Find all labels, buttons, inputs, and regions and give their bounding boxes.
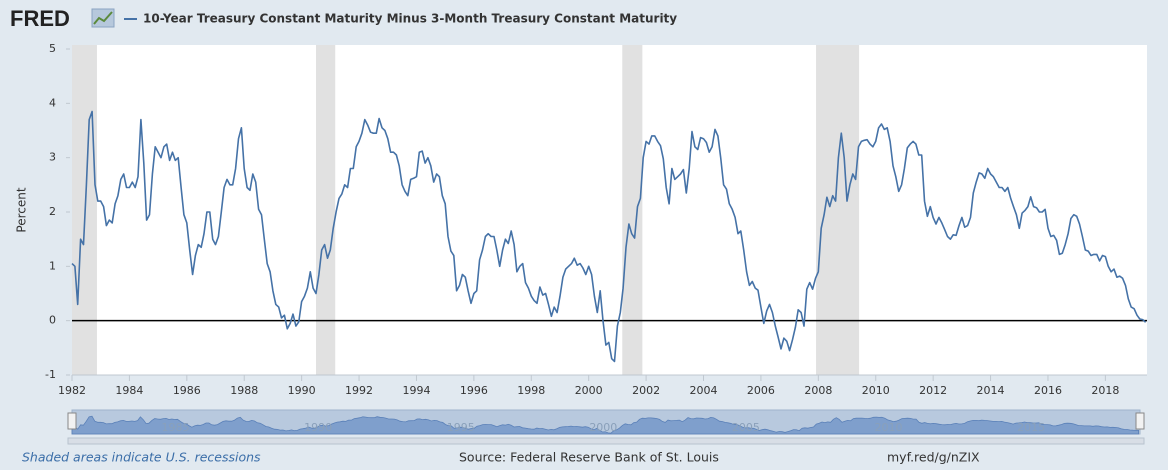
navigator-tick-label: 2000 — [589, 421, 617, 434]
scrollbar — [67, 437, 1145, 445]
logo-icon — [91, 8, 115, 28]
logo: FRED — [10, 6, 70, 31]
x-tick-label: 1996 — [460, 384, 488, 397]
recession-band — [816, 45, 860, 375]
navigator-tick-label: 2005 — [732, 421, 760, 434]
x-tick-label: 2002 — [632, 384, 660, 397]
y-tick-label: -1 — [45, 368, 56, 381]
x-tick-label: 2006 — [747, 384, 775, 397]
navigator-tick-label: 1990 — [304, 421, 332, 434]
x-tick-label: 1992 — [345, 384, 373, 397]
y-axis-label: Percent — [15, 187, 29, 232]
footnote[interactable]: Shaded areas indicate U.S. recessions — [22, 450, 261, 465]
x-tick-label: 1990 — [288, 384, 316, 397]
navigator-tick-label: 1995 — [447, 421, 475, 434]
source: Source: Federal Reserve Bank of St. Loui… — [459, 450, 719, 465]
y-tick-label: 5 — [49, 42, 56, 55]
navigator-tick-label: 2010 — [875, 421, 903, 434]
x-tick-label: 1994 — [402, 384, 430, 397]
legend-label: 10-Year Treasury Constant Maturity Minus… — [143, 12, 677, 26]
y-tick-label: 2 — [49, 205, 56, 218]
x-tick-label: 1986 — [173, 384, 201, 397]
navigator-tick-label: 2015 — [1017, 421, 1045, 434]
logo-icon-line — [93, 11, 113, 25]
x-tick-label: 1998 — [517, 384, 545, 397]
navigator-tick-label: 1985 — [162, 421, 190, 434]
x-tick-label: 1982 — [58, 384, 86, 397]
x-tick-label: 2000 — [575, 384, 603, 397]
x-tick-label: 2014 — [977, 384, 1005, 397]
x-tick-label: 1988 — [230, 384, 258, 397]
navigator-area — [71, 415, 1139, 435]
x-tick-label: 1984 — [115, 384, 143, 397]
navigator-handle[interactable] — [67, 412, 77, 430]
recession-band — [622, 45, 643, 375]
short-link[interactable]: myf.red/g/nZIX — [887, 450, 980, 465]
x-tick-label: 2012 — [919, 384, 947, 397]
plot-area — [72, 45, 1147, 375]
x-tick-label: 2004 — [690, 384, 718, 397]
y-tick-label: 1 — [49, 259, 56, 272]
navigator-handle[interactable] — [1135, 412, 1145, 430]
recession-band — [315, 45, 336, 375]
x-tick-label: 2010 — [862, 384, 890, 397]
x-tick-label: 2008 — [804, 384, 832, 397]
series-line — [71, 110, 1147, 363]
x-tick-label: 2018 — [1091, 384, 1119, 397]
y-tick-label: 4 — [49, 96, 56, 109]
y-tick-label: 3 — [49, 151, 56, 164]
y-tick-label: 0 — [49, 314, 56, 327]
x-tick-label: 2016 — [1034, 384, 1062, 397]
